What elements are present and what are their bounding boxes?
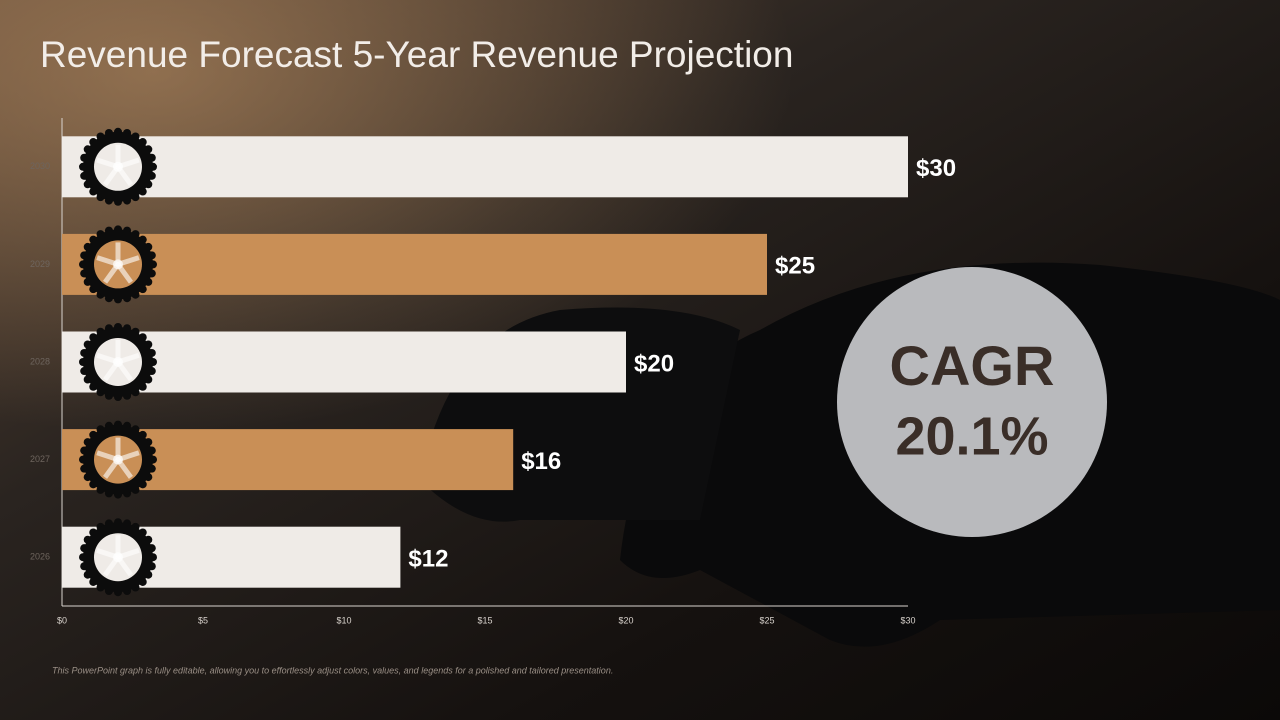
y-tick-label: 2028 (30, 356, 50, 366)
data-label: $30 (916, 155, 956, 182)
data-label: $20 (634, 350, 674, 377)
cagr-label: CAGR (890, 334, 1055, 397)
chart-title: Revenue Forecast 5-Year Revenue Projecti… (40, 34, 793, 75)
data-label: $12 (408, 546, 448, 573)
rim-hub (113, 259, 123, 270)
tire-icon (79, 420, 157, 499)
x-tick-label: $15 (477, 615, 492, 625)
rim-hub (113, 357, 123, 367)
data-label: $16 (521, 448, 561, 475)
y-tick-label: 2030 (30, 161, 50, 171)
x-tick-label: $25 (759, 615, 774, 625)
x-tick-label: $5 (198, 615, 208, 625)
cagr-badge (837, 267, 1107, 537)
x-tick-label: $10 (336, 615, 351, 625)
y-tick-label: 2026 (30, 552, 50, 562)
x-tick-label: $30 (900, 615, 915, 625)
rim-hub (113, 454, 123, 465)
cagr-value: 20.1% (895, 406, 1048, 466)
tire-icon (79, 127, 157, 206)
bar (62, 233, 767, 295)
tire-icon (79, 323, 157, 401)
bar (62, 136, 908, 198)
tire-icon (79, 518, 157, 597)
y-tick-label: 2027 (30, 454, 50, 464)
data-label: $25 (775, 253, 815, 280)
rim-hub (113, 552, 123, 563)
tire-icon (79, 225, 157, 304)
rim-hub (113, 161, 123, 172)
x-tick-label: $20 (618, 615, 633, 625)
footnote: This PowerPoint graph is fully editable,… (52, 665, 613, 675)
y-tick-label: 2029 (30, 259, 50, 269)
x-tick-label: $0 (57, 615, 67, 625)
plot-area: $0 $5 $10 $15 $20 $25 $30 2026 $12 2027 $16 2028 $20… (30, 127, 956, 625)
